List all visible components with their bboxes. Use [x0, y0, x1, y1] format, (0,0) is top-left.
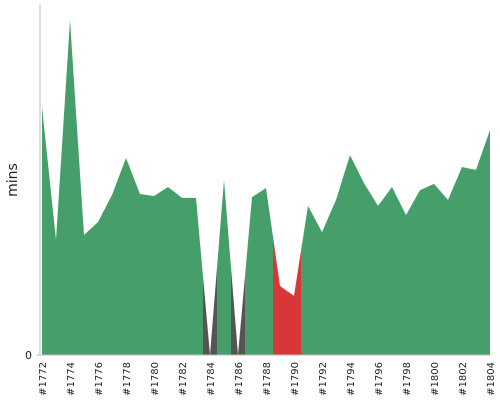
x-tick-label: #1780 — [150, 362, 161, 396]
area-segment — [385, 187, 399, 355]
area-segment — [455, 167, 469, 355]
area-segment — [399, 201, 413, 355]
area-segment — [91, 208, 105, 355]
area-segment — [301, 205, 315, 355]
area-segment — [119, 157, 133, 355]
area-segment — [77, 127, 91, 355]
x-tick-label: #1792 — [318, 362, 329, 396]
area-segment — [133, 175, 147, 355]
area-segment — [175, 192, 189, 355]
area-segment — [469, 149, 483, 355]
area-segment — [189, 197, 203, 355]
x-tick-label: #1788 — [262, 362, 273, 396]
x-tick-label: #1772 — [38, 362, 49, 396]
area-segment — [483, 129, 490, 355]
area-segment — [161, 187, 175, 355]
area-segment — [203, 267, 217, 355]
area-segment — [315, 216, 329, 355]
x-tick-label: #1802 — [458, 362, 469, 396]
area-segment — [217, 180, 231, 355]
area-segment — [273, 237, 287, 355]
area-segment — [42, 106, 49, 355]
x-tick-label: #1778 — [122, 362, 133, 396]
area-segment — [245, 192, 259, 355]
x-tick-label: #1790 — [290, 362, 301, 396]
area-segment — [105, 176, 119, 355]
x-tick-label: #1796 — [374, 362, 385, 396]
area-segment — [287, 250, 301, 355]
area-segment — [413, 187, 427, 355]
x-tick-label: #1776 — [94, 362, 105, 396]
x-tick-label: #1794 — [346, 362, 357, 396]
x-tick-label: #1774 — [66, 362, 77, 396]
area-segment — [259, 188, 273, 355]
area-segment — [147, 191, 161, 355]
x-tick-label: #1800 — [430, 362, 441, 396]
x-tick-label: #1782 — [178, 362, 189, 396]
area-segment — [441, 183, 455, 355]
area-segment — [49, 129, 63, 355]
area-segment — [371, 194, 385, 355]
area-segment — [343, 155, 357, 355]
area-segment — [231, 267, 245, 355]
area-segment — [427, 183, 441, 355]
x-tick-label: #1784 — [206, 362, 217, 396]
area-segment — [63, 20, 77, 356]
x-tick-label: #1804 — [486, 362, 497, 396]
area-segment — [329, 177, 343, 355]
x-tick-label: #1798 — [402, 362, 413, 396]
x-tick-label: #1786 — [234, 362, 245, 396]
area-segment — [357, 169, 371, 355]
y-tick-label: 0 — [25, 349, 32, 362]
y-axis-label: mins — [5, 163, 21, 197]
